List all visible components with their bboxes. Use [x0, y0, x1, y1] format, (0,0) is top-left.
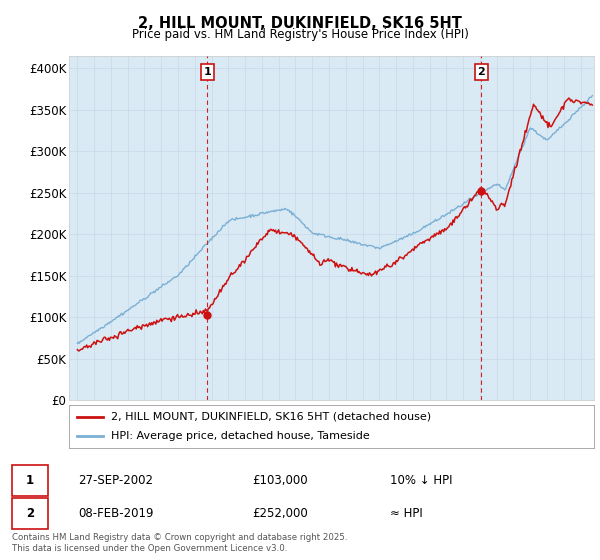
- Text: 1: 1: [26, 474, 34, 487]
- Text: ≈ HPI: ≈ HPI: [390, 507, 423, 520]
- Text: 2, HILL MOUNT, DUKINFIELD, SK16 5HT: 2, HILL MOUNT, DUKINFIELD, SK16 5HT: [138, 16, 462, 31]
- Text: 08-FEB-2019: 08-FEB-2019: [78, 507, 154, 520]
- Text: 10% ↓ HPI: 10% ↓ HPI: [390, 474, 452, 487]
- Text: £252,000: £252,000: [252, 507, 308, 520]
- Text: Contains HM Land Registry data © Crown copyright and database right 2025.
This d: Contains HM Land Registry data © Crown c…: [12, 533, 347, 553]
- Text: 1: 1: [203, 67, 211, 77]
- Text: 2: 2: [26, 507, 34, 520]
- Text: 2, HILL MOUNT, DUKINFIELD, SK16 5HT (detached house): 2, HILL MOUNT, DUKINFIELD, SK16 5HT (det…: [111, 412, 431, 422]
- Text: HPI: Average price, detached house, Tameside: HPI: Average price, detached house, Tame…: [111, 431, 370, 441]
- Text: £103,000: £103,000: [252, 474, 308, 487]
- Text: Price paid vs. HM Land Registry's House Price Index (HPI): Price paid vs. HM Land Registry's House …: [131, 28, 469, 41]
- Text: 27-SEP-2002: 27-SEP-2002: [78, 474, 153, 487]
- Text: 2: 2: [478, 67, 485, 77]
